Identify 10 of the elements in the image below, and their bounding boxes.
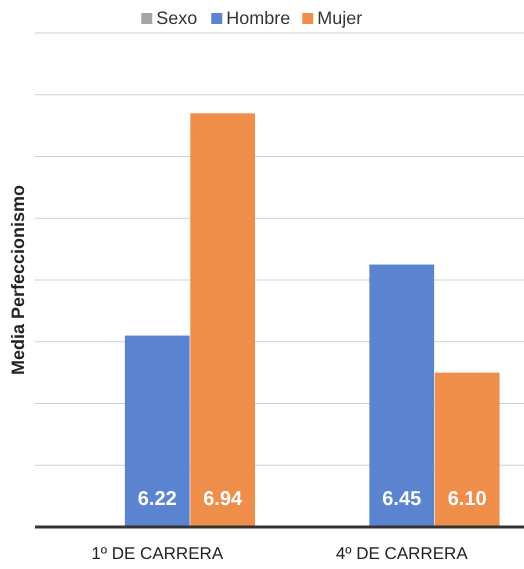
y-axis-title: Media Perfeccionismo <box>8 184 28 376</box>
x-tick-label: 4º DE CARRERA <box>336 544 468 563</box>
data-label: 6.94 <box>203 488 243 510</box>
legend-label: Mujer <box>317 8 362 28</box>
x-tick-label: 1º DE CARRERA <box>91 544 224 563</box>
data-label: 6.22 <box>138 488 177 510</box>
data-label: 6.45 <box>382 488 422 510</box>
data-label: 6.10 <box>448 488 487 510</box>
legend-label: Hombre <box>226 8 290 28</box>
legend-label: Sexo <box>156 8 198 28</box>
